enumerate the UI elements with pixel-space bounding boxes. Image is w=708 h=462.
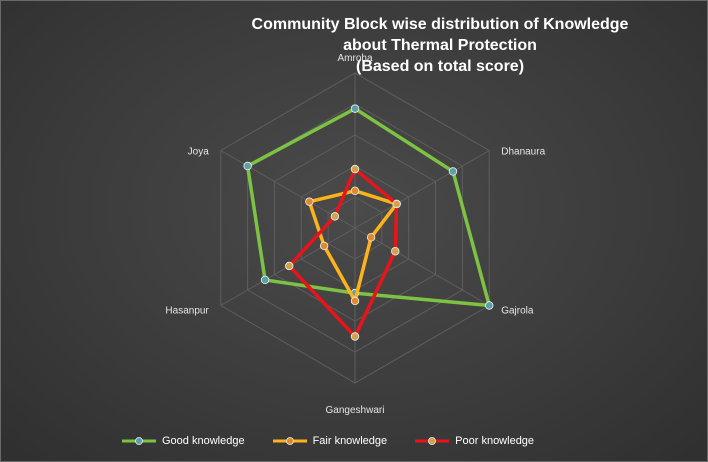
data-point-fair-knowledge-joya bbox=[305, 197, 314, 206]
axis-label-joya: Joya bbox=[188, 147, 210, 158]
data-point-poor-knowledge-hasanpur bbox=[285, 261, 294, 271]
data-point-good-knowledge-gajrola bbox=[485, 301, 494, 310]
legend-entry-fair-knowledge: Fair knowledge bbox=[271, 434, 388, 448]
data-point-fair-knowledge-gajrola bbox=[366, 233, 376, 242]
legend-swatch-fair-knowledge bbox=[272, 437, 307, 445]
legend-entry-poor-knowledge: Poor knowledge bbox=[413, 434, 534, 448]
data-point-poor-knowledge-dhanaura bbox=[392, 199, 401, 209]
grid-spoke bbox=[354, 227, 490, 306]
axis-label-gajrola: Gajrola bbox=[501, 306, 534, 317]
data-point-good-knowledge-dhanaura bbox=[448, 167, 458, 176]
data-point-fair-knowledge-gangeshwari bbox=[350, 296, 360, 306]
axis-label-amroha: Amroha bbox=[337, 53, 372, 64]
legend-label-good-knowledge: Good knowledge bbox=[162, 435, 245, 447]
series-line-good-knowledge bbox=[245, 106, 491, 308]
chart-title-line-3: (Based on total score) bbox=[355, 58, 525, 75]
legend: Good knowledge Fair knowledge Poor knowled… bbox=[120, 432, 620, 450]
legend-entry-good-knowledge: Good knowledge bbox=[120, 434, 245, 448]
legend-swatch-poor-knowledge bbox=[415, 437, 450, 445]
data-point-poor-knowledge-gangeshwari bbox=[350, 332, 360, 341]
data-point-poor-knowledge-gajrola bbox=[391, 247, 400, 256]
data-point-good-knowledge-joya bbox=[243, 161, 252, 171]
data-point-poor-knowledge-joya bbox=[330, 212, 340, 221]
legend-label-fair-knowledge: Fair knowledge bbox=[312, 435, 388, 447]
data-point-poor-knowledge-amroha bbox=[350, 164, 360, 174]
data-point-good-knowledge-amroha bbox=[350, 104, 360, 113]
legend-label-poor-knowledge: Poor knowledge bbox=[455, 435, 535, 447]
grid-spoke bbox=[354, 150, 490, 229]
legend-swatch-good-knowledge bbox=[122, 437, 156, 445]
data-point-fair-knowledge-amroha bbox=[350, 186, 360, 195]
axis-label-hasanpur: Hasanpur bbox=[165, 306, 209, 317]
axis-label-dhanaura: Dhanaura bbox=[501, 147, 545, 158]
data-point-good-knowledge-hasanpur bbox=[260, 275, 270, 285]
chart-title-line-2: about Thermal Protection bbox=[343, 37, 537, 54]
chart-title: Community Block wise distribution of Kno… bbox=[200, 14, 680, 77]
chart-title-line-1: Community Block wise distribution of Kno… bbox=[251, 16, 629, 33]
data-point-fair-knowledge-hasanpur bbox=[319, 241, 329, 251]
axis-label-gangeshwari: Gangeshwari bbox=[326, 405, 385, 416]
